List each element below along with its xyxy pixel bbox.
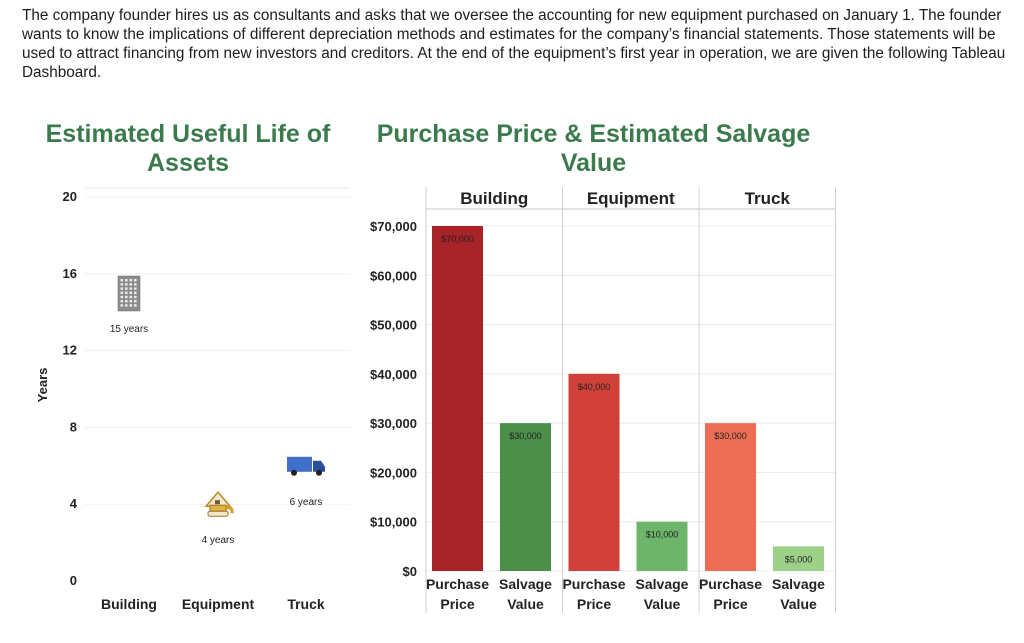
bar <box>705 423 756 571</box>
y-tick-label: $10,000 <box>370 515 417 530</box>
y-tick-label: $50,000 <box>370 318 417 333</box>
bar-category-label: Purchase <box>699 576 762 592</box>
y-tick-label: $40,000 <box>370 367 417 382</box>
bar <box>568 373 620 571</box>
useful-life-chart: Years 0 4 8 12 16 20 15 years Building 4 years Eq… <box>35 187 350 612</box>
bar-category-label: Value <box>507 596 544 612</box>
y-tick-label: 8 <box>70 419 77 434</box>
useful-life-chart-title: Estimated Useful Life of Assets <box>45 120 331 177</box>
y-tick-label: $0 <box>403 564 417 579</box>
bar-category-label: Salvage <box>636 576 689 592</box>
data-label: 6 years <box>290 497 323 508</box>
price-salvage-chart: $0 $10,000 $20,000 $30,000 $40,000 $50,000 $60… <box>370 187 836 613</box>
bar-value-label: $5,000 <box>785 554 813 564</box>
bar <box>500 423 551 571</box>
bar-value-label: $30,000 <box>509 431 542 441</box>
data-label: 15 years <box>110 324 148 335</box>
bar-category-label: Value <box>780 596 817 612</box>
bar-category-label: Price <box>440 596 474 612</box>
bar-category-label: Purchase <box>426 576 489 592</box>
building-icon <box>117 275 141 312</box>
bar <box>432 226 483 571</box>
bar-value-label: $10,000 <box>646 530 679 540</box>
y-tick-label: 16 <box>63 266 77 281</box>
bar-category-label: Price <box>577 596 611 612</box>
bar-value-label: $70,000 <box>441 234 474 244</box>
y-tick-label: $20,000 <box>370 465 417 480</box>
bar-value-label: $30,000 <box>714 431 747 441</box>
y-tick-label: $60,000 <box>370 268 417 283</box>
bar-category-label: Purchase <box>562 576 625 592</box>
y-axis-label: Years <box>35 368 50 403</box>
y-tick-label: $30,000 <box>370 416 417 431</box>
y-tick-label: 20 <box>63 189 77 204</box>
panel-header: Truck <box>745 189 791 208</box>
bar-category-label: Value <box>644 596 681 612</box>
panel-header: Building <box>460 189 528 208</box>
panel-header: Equipment <box>587 189 675 208</box>
bar <box>773 546 824 571</box>
x-category-label: Equipment <box>182 596 255 612</box>
x-category-label: Building <box>101 596 157 612</box>
data-label: 4 years <box>202 535 235 546</box>
y-tick-label: 12 <box>63 343 77 358</box>
bar-category-label: Salvage <box>772 576 825 592</box>
truck-icon <box>287 456 325 476</box>
bar-value-label: $40,000 <box>578 382 611 392</box>
intro-paragraph: The company founder hires us as consulta… <box>22 7 1006 81</box>
y-tick-label: $70,000 <box>370 219 417 234</box>
x-category-label: Truck <box>287 596 325 612</box>
price-salvage-chart-title: Purchase Price & Estimated Salvage Value <box>376 120 811 177</box>
excavator-icon <box>204 491 234 517</box>
bar-category-label: Price <box>713 596 747 612</box>
bar <box>636 521 688 571</box>
y-tick-label: 0 <box>70 573 77 588</box>
y-tick-label: 4 <box>70 496 78 511</box>
bar-category-label: Salvage <box>499 576 552 592</box>
